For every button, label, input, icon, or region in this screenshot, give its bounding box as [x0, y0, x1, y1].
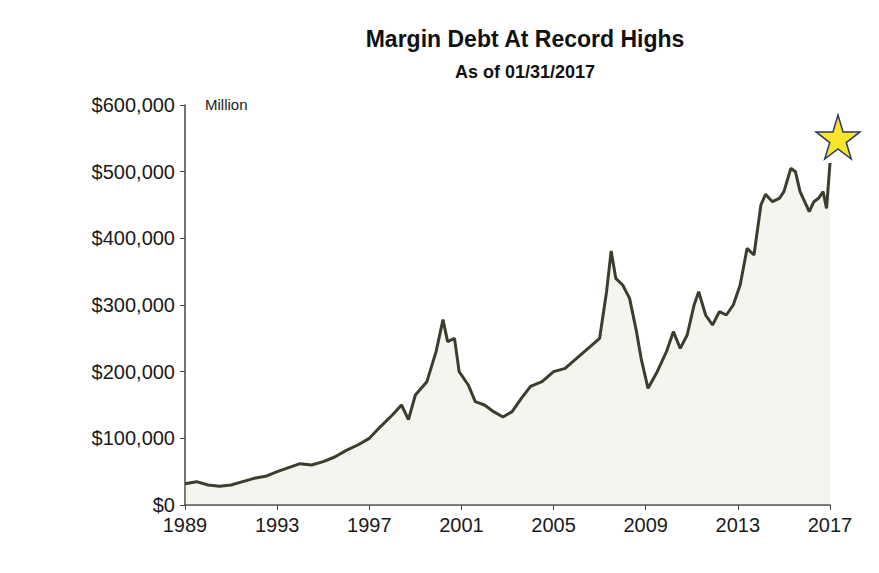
svg-text:2005: 2005 [531, 514, 576, 536]
svg-text:$600,000: $600,000 [92, 94, 175, 116]
svg-text:1989: 1989 [163, 514, 208, 536]
svg-text:2009: 2009 [623, 514, 668, 536]
svg-text:Margin Debt At Record Highs: Margin Debt At Record Highs [366, 26, 685, 52]
svg-text:$400,000: $400,000 [92, 227, 175, 249]
svg-text:$200,000: $200,000 [92, 361, 175, 383]
svg-text:Million: Million [205, 96, 248, 113]
svg-text:$300,000: $300,000 [92, 294, 175, 316]
svg-text:1993: 1993 [255, 514, 300, 536]
svg-text:$0: $0 [153, 494, 175, 516]
svg-text:2001: 2001 [439, 514, 484, 536]
svg-text:2013: 2013 [716, 514, 761, 536]
svg-text:As of 01/31/2017: As of 01/31/2017 [455, 62, 595, 82]
svg-text:$500,000: $500,000 [92, 161, 175, 183]
svg-text:2017: 2017 [808, 514, 853, 536]
svg-text:$100,000: $100,000 [92, 427, 175, 449]
svg-text:1997: 1997 [347, 514, 392, 536]
